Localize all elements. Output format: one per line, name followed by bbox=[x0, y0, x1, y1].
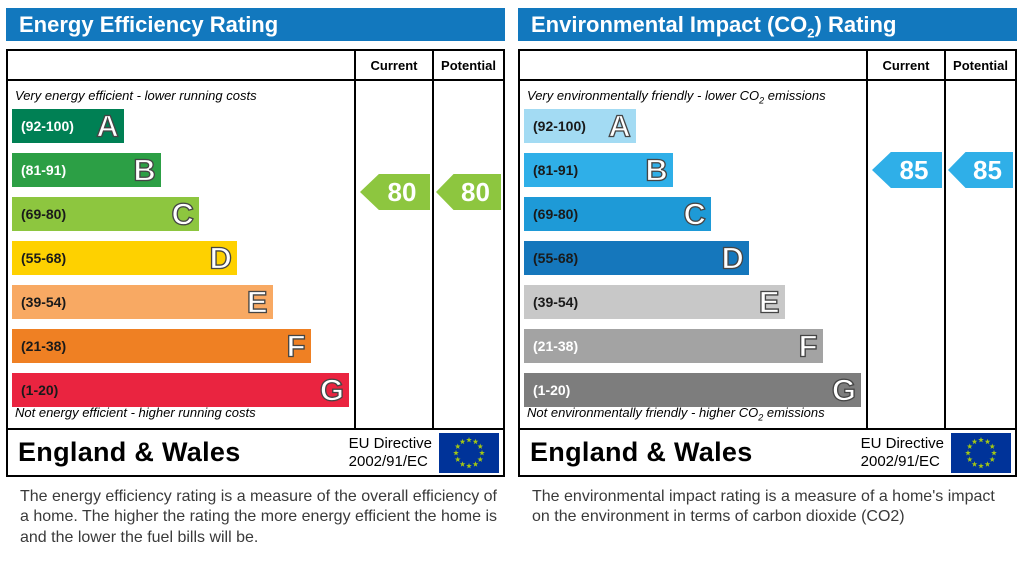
title-text: Environmental Impact (CO bbox=[531, 12, 808, 37]
band-letter: B bbox=[645, 152, 669, 188]
band-letter: C bbox=[171, 196, 195, 232]
current-column: 80 bbox=[354, 81, 432, 428]
band-range-label: (92-100) bbox=[533, 118, 586, 134]
band-b: (81-91) B bbox=[524, 153, 673, 187]
band-c: (69-80) C bbox=[12, 197, 199, 231]
band-letter: C bbox=[683, 196, 707, 232]
band-letter: D bbox=[209, 240, 233, 276]
band-range-label: (92-100) bbox=[21, 118, 74, 134]
potential-rating-value: 85 bbox=[973, 154, 1002, 185]
environmental-impact-panel: Environmental Impact (CO2) Rating Curren… bbox=[518, 8, 1017, 564]
title-text: Energy Efficiency Rating bbox=[19, 12, 279, 37]
header-spacer bbox=[520, 51, 866, 79]
band-f: (21-38) F bbox=[12, 329, 311, 363]
table-footer: England & Wales EU Directive 2002/91/EC bbox=[8, 428, 503, 475]
environmental-panel-title: Environmental Impact (CO2) Rating bbox=[518, 8, 1017, 41]
band-range-label: (69-80) bbox=[21, 206, 67, 222]
band-e: (39-54) E bbox=[12, 285, 273, 319]
top-caption: Very energy efficient - lower running co… bbox=[15, 88, 257, 103]
band-g: (1-20) G bbox=[12, 373, 349, 407]
current-rating-arrow: 80 bbox=[360, 174, 430, 210]
environmental-description-text: The environmental impact rating is a mea… bbox=[532, 488, 995, 526]
energy-description-text: The energy efficiency rating is a measur… bbox=[20, 488, 498, 546]
energy-rating-table: Current Potential Very energy efficient … bbox=[6, 49, 505, 477]
band-range-label: (55-68) bbox=[533, 250, 579, 266]
current-column: 85 bbox=[866, 81, 944, 428]
band-letter: B bbox=[133, 152, 157, 188]
band-letter: F bbox=[286, 328, 306, 364]
band-letter: G bbox=[319, 372, 344, 408]
region-label: England & Wales bbox=[530, 437, 753, 467]
band-letter: A bbox=[608, 108, 632, 144]
band-b: (81-91) B bbox=[12, 153, 161, 187]
potential-rating-value: 80 bbox=[461, 176, 490, 207]
band-a: (92-100) A bbox=[524, 109, 636, 143]
current-rating-arrow: 85 bbox=[872, 152, 942, 188]
band-range-label: (21-38) bbox=[533, 338, 579, 354]
band-range-label: (39-54) bbox=[533, 294, 579, 310]
bottom-caption: Not environmentally friendly - higher CO… bbox=[527, 405, 825, 423]
eu-directive-label: EU Directive 2002/91/EC bbox=[348, 435, 432, 470]
band-range-label: (81-91) bbox=[533, 162, 579, 178]
environmental-rating-table: Current Potential Very environmentally f… bbox=[518, 49, 1017, 477]
top-caption: Very environmentally friendly - lower CO… bbox=[527, 88, 826, 106]
band-e: (39-54) E bbox=[524, 285, 785, 319]
table-header: Current Potential bbox=[520, 51, 1015, 81]
eu-flag-icon bbox=[439, 432, 499, 473]
potential-rating-arrow: 80 bbox=[436, 174, 501, 210]
current-rating-value: 85 bbox=[899, 154, 929, 185]
band-letter: F bbox=[798, 328, 818, 364]
band-range-label: (69-80) bbox=[533, 206, 579, 222]
band-range-label: (81-91) bbox=[21, 162, 67, 178]
band-letter: E bbox=[758, 284, 780, 320]
potential-column-header: Potential bbox=[944, 51, 1015, 79]
band-range-label: (1-20) bbox=[21, 382, 59, 398]
band-letter: E bbox=[246, 284, 268, 320]
eu-flag-icon bbox=[951, 432, 1011, 473]
band-c: (69-80) C bbox=[524, 197, 711, 231]
region-label: England & Wales bbox=[18, 437, 241, 467]
band-g: (1-20) G bbox=[524, 373, 861, 407]
band-range-label: (21-38) bbox=[21, 338, 67, 354]
band-range-label: (55-68) bbox=[21, 250, 67, 266]
potential-rating-arrow: 85 bbox=[948, 152, 1013, 188]
energy-panel-title: Energy Efficiency Rating bbox=[6, 8, 505, 41]
band-letter: A bbox=[96, 108, 120, 144]
potential-column-header: Potential bbox=[432, 51, 503, 79]
current-column-header: Current bbox=[354, 51, 432, 79]
chart-area: Very energy efficient - lower running co… bbox=[8, 81, 503, 428]
band-d: (55-68) D bbox=[524, 241, 749, 275]
band-letter: G bbox=[831, 372, 856, 408]
potential-column: 80 bbox=[432, 81, 503, 428]
band-range-label: (1-20) bbox=[533, 382, 571, 398]
header-spacer bbox=[8, 51, 354, 79]
current-rating-value: 80 bbox=[387, 176, 417, 207]
band-letter: D bbox=[721, 240, 745, 276]
table-footer: England & Wales EU Directive 2002/91/EC bbox=[520, 428, 1015, 475]
band-chart: Very environmentally friendly - lower CO… bbox=[520, 81, 866, 428]
table-header: Current Potential bbox=[8, 51, 503, 81]
band-a: (92-100) A bbox=[12, 109, 124, 143]
band-chart: Very energy efficient - lower running co… bbox=[8, 81, 354, 428]
current-column-header: Current bbox=[866, 51, 944, 79]
bottom-caption: Not energy efficient - higher running co… bbox=[15, 405, 256, 421]
band-d: (55-68) D bbox=[12, 241, 237, 275]
potential-column: 85 bbox=[944, 81, 1015, 428]
band-f: (21-38) F bbox=[524, 329, 823, 363]
band-range-label: (39-54) bbox=[21, 294, 67, 310]
eu-directive-label: EU Directive 2002/91/EC bbox=[860, 435, 944, 470]
energy-efficiency-panel: Energy Efficiency Rating Current Potenti… bbox=[6, 8, 505, 564]
chart-area: Very environmentally friendly - lower CO… bbox=[520, 81, 1015, 428]
